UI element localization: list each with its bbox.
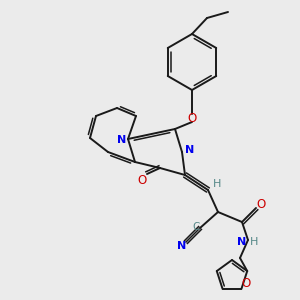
Text: C: C bbox=[192, 222, 200, 232]
Text: N: N bbox=[117, 135, 127, 145]
Text: N: N bbox=[177, 241, 187, 251]
Text: H: H bbox=[213, 179, 221, 189]
Text: O: O bbox=[256, 199, 266, 212]
Text: N: N bbox=[237, 237, 247, 247]
Text: O: O bbox=[137, 173, 147, 187]
Text: N: N bbox=[185, 145, 195, 155]
Text: H: H bbox=[250, 237, 258, 247]
Text: O: O bbox=[188, 112, 196, 124]
Text: O: O bbox=[242, 278, 251, 290]
